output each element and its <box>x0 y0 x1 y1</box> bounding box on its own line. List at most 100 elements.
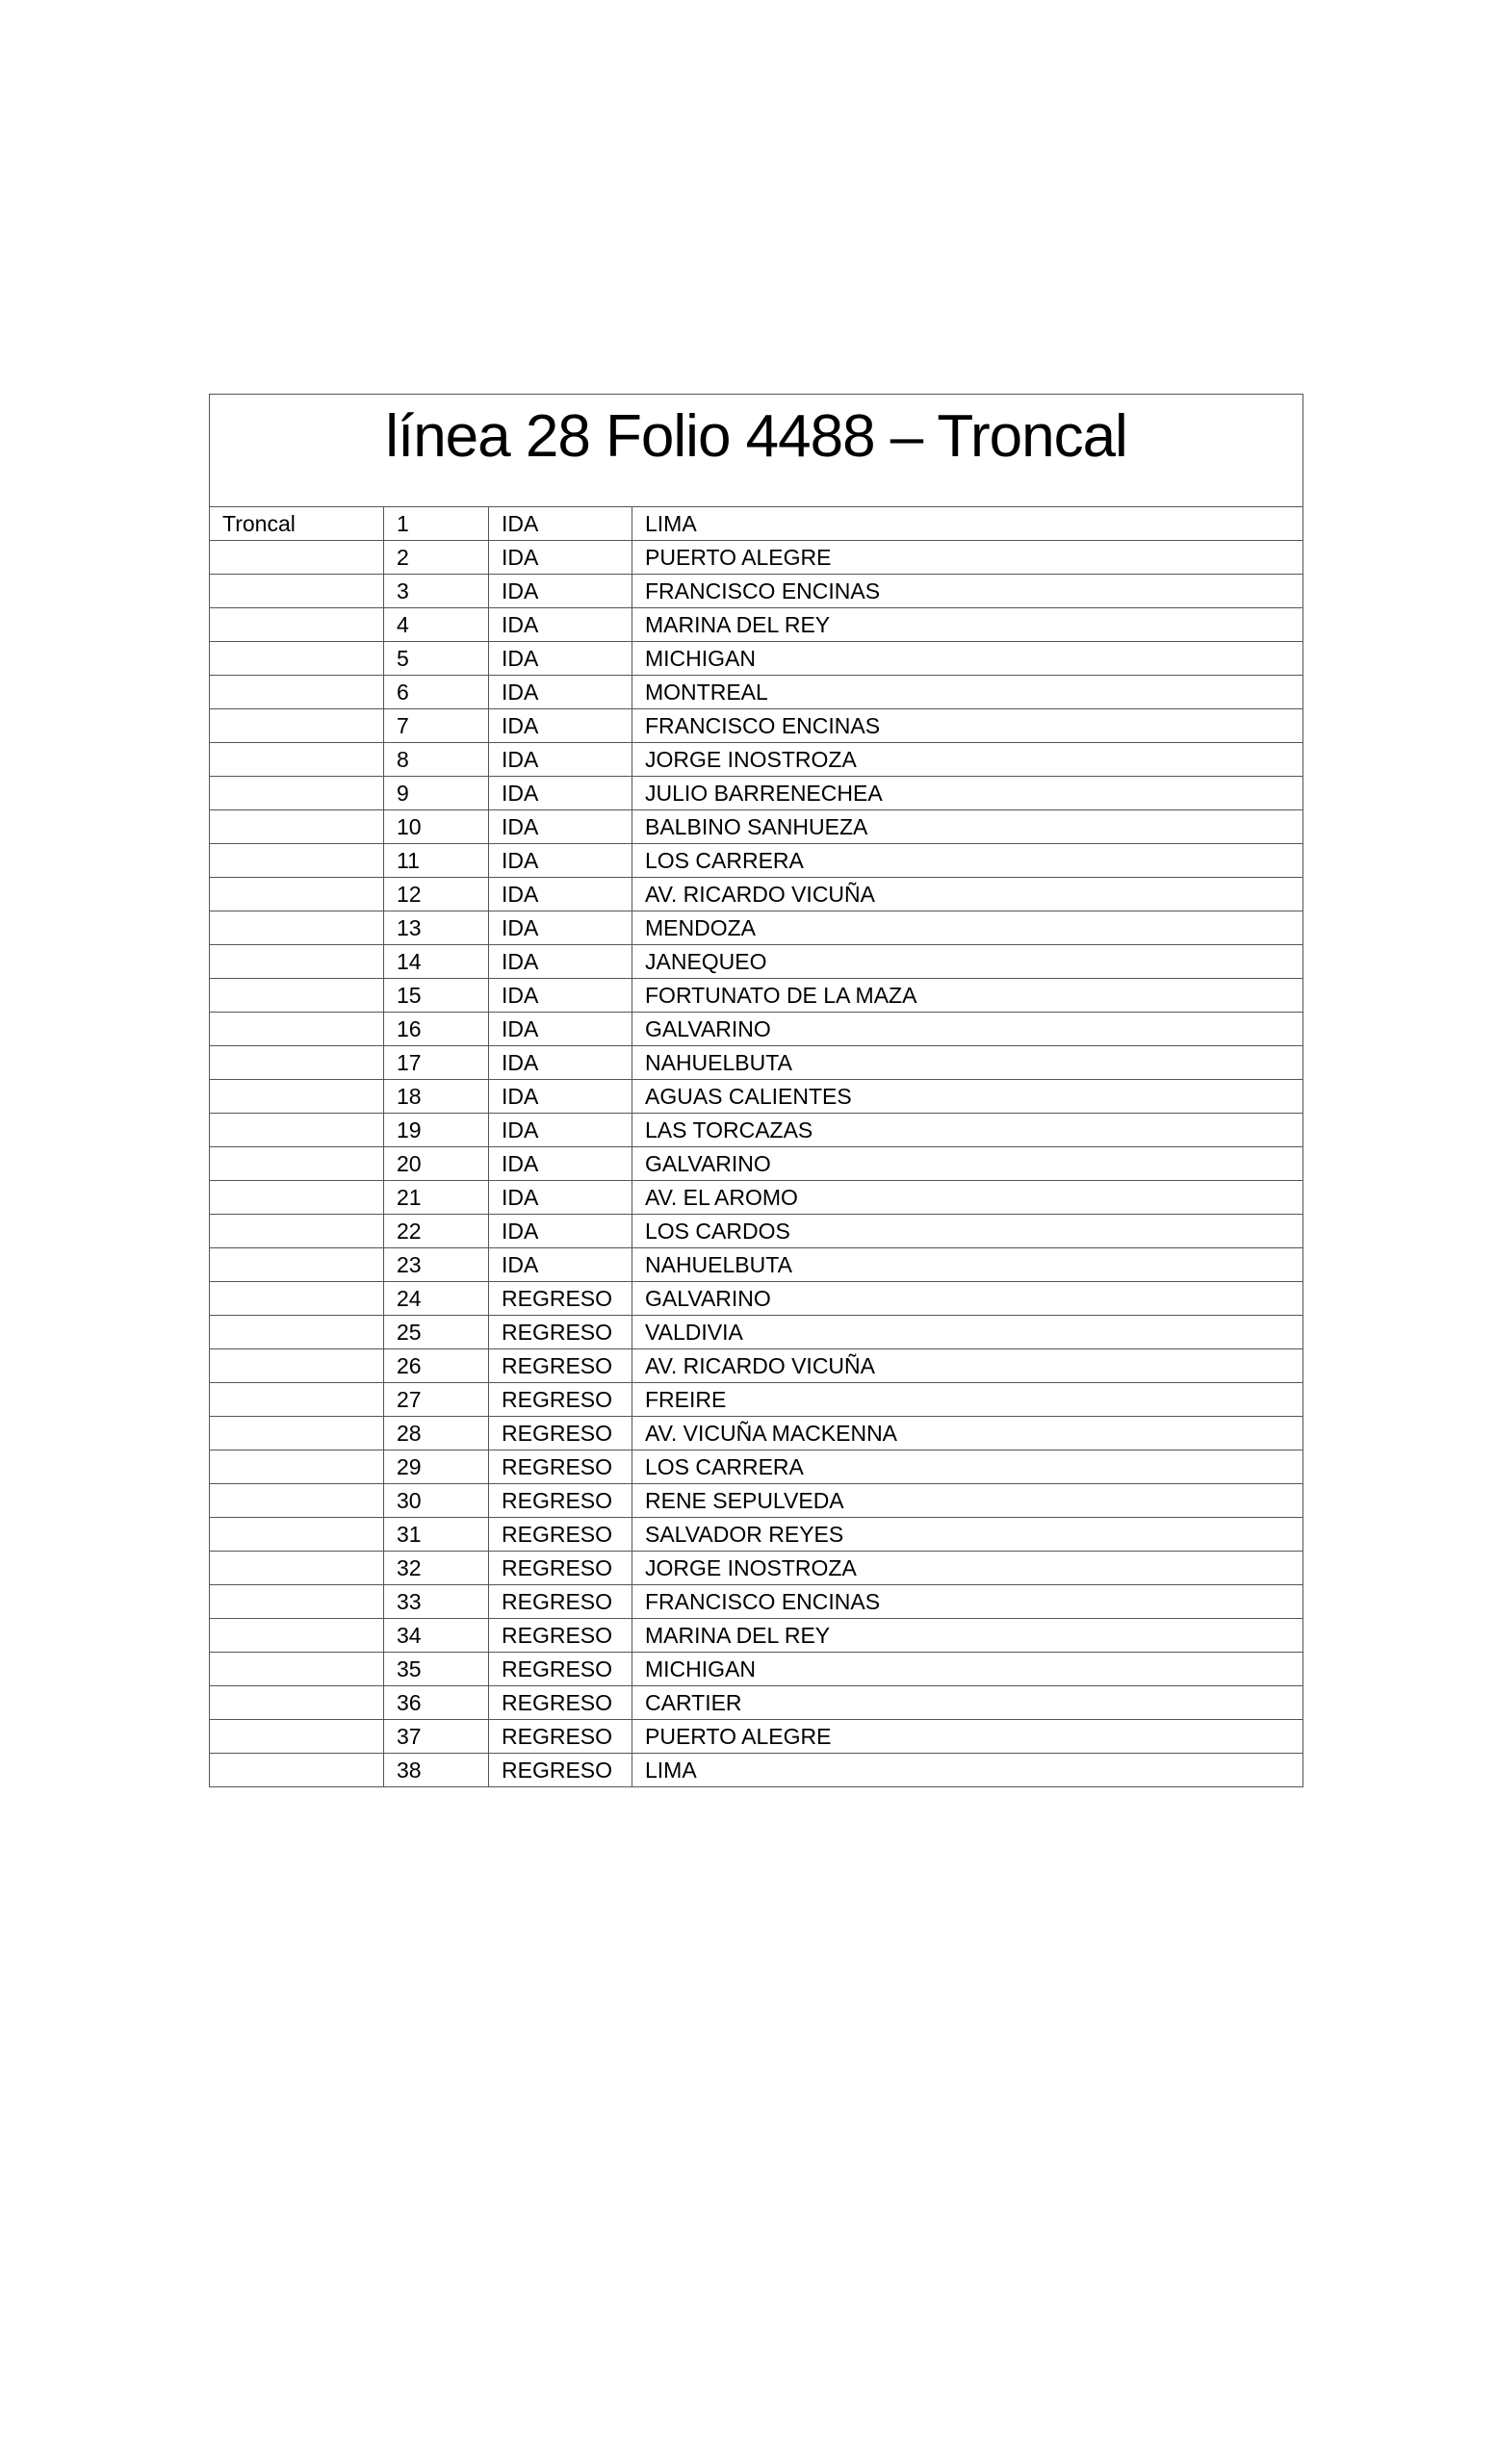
street-name-cell: AV. RICARDO VICUÑA <box>631 1348 1304 1383</box>
table-row: 18 IDA AGUAS CALIENTES <box>209 1079 1304 1114</box>
street-name-cell: FRANCISCO ENCINAS <box>631 574 1304 608</box>
direction-cell: REGRESO <box>488 1753 632 1787</box>
table-row: 2 IDA PUERTO ALEGRE <box>209 540 1304 575</box>
direction-cell: IDA <box>488 574 632 608</box>
direction-cell: REGRESO <box>488 1382 632 1417</box>
street-name-cell: LOS CARDOS <box>631 1214 1304 1248</box>
stop-number-cell: 27 <box>383 1382 489 1417</box>
table-row: 14 IDA JANEQUEO <box>209 944 1304 979</box>
direction-cell: REGRESO <box>488 1618 632 1653</box>
stop-number-cell: 8 <box>383 742 489 777</box>
direction-cell: REGRESO <box>488 1517 632 1552</box>
table-row: 30 REGRESO RENE SEPULVEDA <box>209 1483 1304 1518</box>
stop-number-cell: 38 <box>383 1753 489 1787</box>
street-name-cell: SALVADOR REYES <box>631 1517 1304 1552</box>
direction-cell: REGRESO <box>488 1450 632 1484</box>
stop-number-cell: 17 <box>383 1045 489 1080</box>
table-row: 33 REGRESO FRANCISCO ENCINAS <box>209 1584 1304 1619</box>
stop-number-cell: 2 <box>383 540 489 575</box>
stop-number-cell: 28 <box>383 1416 489 1450</box>
street-name-cell: AGUAS CALIENTES <box>631 1079 1304 1114</box>
stop-number-cell: 21 <box>383 1180 489 1215</box>
direction-cell: IDA <box>488 607 632 642</box>
route-type-cell <box>209 708 384 743</box>
direction-cell: REGRESO <box>488 1551 632 1585</box>
table-row: 3 IDA FRANCISCO ENCINAS <box>209 574 1304 608</box>
street-name-cell: LIMA <box>631 506 1304 541</box>
table-row: 37 REGRESO PUERTO ALEGRE <box>209 1719 1304 1754</box>
direction-cell: IDA <box>488 944 632 979</box>
table-row: 35 REGRESO MICHIGAN <box>209 1652 1304 1686</box>
street-name-cell: GALVARINO <box>631 1012 1304 1046</box>
title-row: línea 28 Folio 4488 – Troncal <box>208 394 1304 507</box>
route-type-cell <box>209 742 384 777</box>
table-row: 7 IDA FRANCISCO ENCINAS <box>209 708 1304 743</box>
street-name-cell: PUERTO ALEGRE <box>631 1719 1304 1754</box>
stop-number-cell: 25 <box>383 1315 489 1349</box>
stop-number-cell: 11 <box>383 843 489 878</box>
route-type-cell <box>209 843 384 878</box>
route-type-cell <box>209 675 384 709</box>
stop-number-cell: 20 <box>383 1146 489 1181</box>
table-row: 12 IDA AV. RICARDO VICUÑA <box>209 877 1304 911</box>
table-row: 24 REGRESO GALVARINO <box>209 1281 1304 1316</box>
route-type-cell <box>209 1348 384 1383</box>
route-type-cell <box>209 1517 384 1552</box>
route-type-cell <box>209 1214 384 1248</box>
street-name-cell: NAHUELBUTA <box>631 1045 1304 1080</box>
direction-cell: IDA <box>488 742 632 777</box>
street-name-cell: MICHIGAN <box>631 1652 1304 1686</box>
route-type-cell <box>209 1146 384 1181</box>
route-type-cell <box>209 1315 384 1349</box>
document-title: línea 28 Folio 4488 – Troncal <box>208 394 1304 507</box>
stop-number-cell: 15 <box>383 978 489 1013</box>
route-type-cell <box>209 1113 384 1147</box>
direction-cell: IDA <box>488 1079 632 1114</box>
stop-number-cell: 22 <box>383 1214 489 1248</box>
street-name-cell: PUERTO ALEGRE <box>631 540 1304 575</box>
street-name-cell: AV. EL AROMO <box>631 1180 1304 1215</box>
direction-cell: REGRESO <box>488 1652 632 1686</box>
direction-cell: IDA <box>488 978 632 1013</box>
route-table: línea 28 Folio 4488 – Troncal Troncal 1 ID… <box>208 394 1304 1787</box>
route-type-cell <box>209 944 384 979</box>
route-type-cell <box>209 1685 384 1720</box>
route-type-cell: Troncal <box>209 506 384 541</box>
table-row: 6 IDA MONTREAL <box>209 675 1304 709</box>
route-type-cell <box>209 540 384 575</box>
direction-cell: IDA <box>488 1247 632 1282</box>
direction-cell: REGRESO <box>488 1719 632 1754</box>
table-row: 10 IDA BALBINO SANHUEZA <box>209 809 1304 844</box>
route-type-cell <box>209 877 384 911</box>
direction-cell: IDA <box>488 506 632 541</box>
route-type-cell <box>209 641 384 676</box>
route-type-cell <box>209 776 384 810</box>
direction-cell: IDA <box>488 776 632 810</box>
street-name-cell: JANEQUEO <box>631 944 1304 979</box>
table-row: 4 IDA MARINA DEL REY <box>209 607 1304 642</box>
route-type-cell <box>209 1045 384 1080</box>
table-row: 22 IDA LOS CARDOS <box>209 1214 1304 1248</box>
street-name-cell: JORGE INOSTROZA <box>631 1551 1304 1585</box>
table-row: 32 REGRESO JORGE INOSTROZA <box>209 1551 1304 1585</box>
street-name-cell: GALVARINO <box>631 1146 1304 1181</box>
stop-number-cell: 23 <box>383 1247 489 1282</box>
stop-number-cell: 35 <box>383 1652 489 1686</box>
route-type-cell <box>209 809 384 844</box>
route-type-cell <box>209 1450 384 1484</box>
table-row: 29 REGRESO LOS CARRERA <box>209 1450 1304 1484</box>
street-name-cell: NAHUELBUTA <box>631 1247 1304 1282</box>
table-row: 26 REGRESO AV. RICARDO VICUÑA <box>209 1348 1304 1383</box>
direction-cell: IDA <box>488 675 632 709</box>
stop-number-cell: 32 <box>383 1551 489 1585</box>
table-row: 38 REGRESO LIMA <box>209 1753 1304 1787</box>
street-name-cell: FRANCISCO ENCINAS <box>631 1584 1304 1619</box>
direction-cell: IDA <box>488 911 632 945</box>
direction-cell: REGRESO <box>488 1483 632 1518</box>
stop-number-cell: 31 <box>383 1517 489 1552</box>
street-name-cell: GALVARINO <box>631 1281 1304 1316</box>
street-name-cell: MARINA DEL REY <box>631 607 1304 642</box>
stop-number-cell: 12 <box>383 877 489 911</box>
direction-cell: IDA <box>488 1146 632 1181</box>
street-name-cell: LIMA <box>631 1753 1304 1787</box>
